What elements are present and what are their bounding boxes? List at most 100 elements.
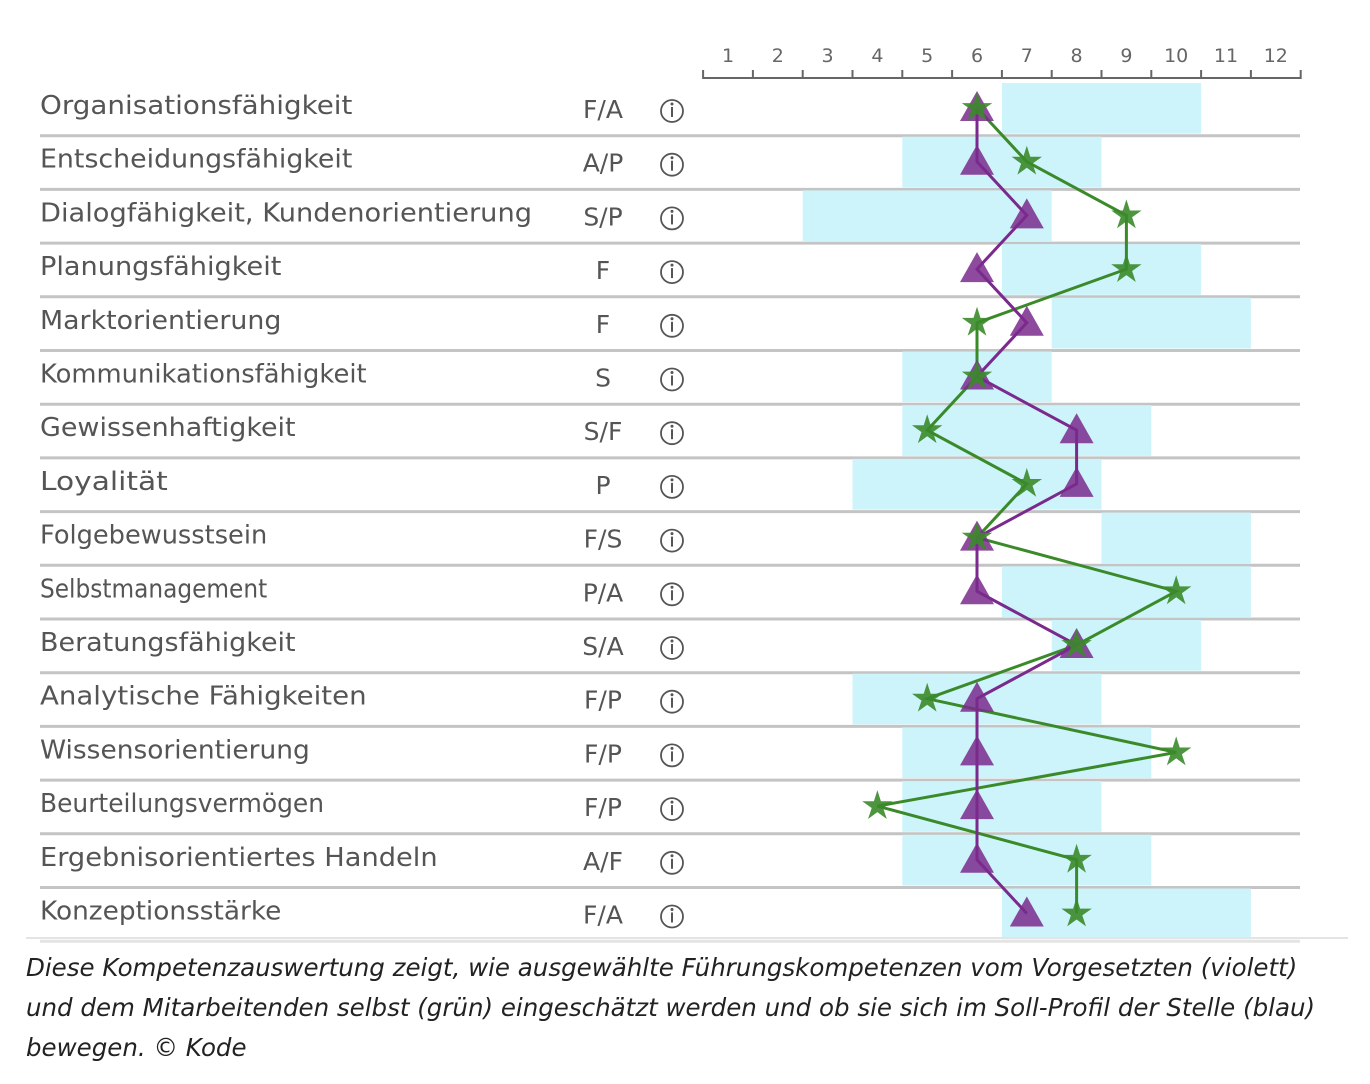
row-code: A/P xyxy=(583,149,624,178)
info-dot xyxy=(670,800,674,804)
self-marker-star xyxy=(862,790,893,819)
supervisor-line xyxy=(974,108,1080,915)
row-code: F xyxy=(596,256,610,285)
info-dot xyxy=(670,639,674,643)
x-tick-label: 6 xyxy=(971,45,983,67)
x-tick-label: 12 xyxy=(1264,45,1288,67)
row-label: Gewissenhaftigkeit xyxy=(40,413,296,443)
row-code: P/A xyxy=(583,578,624,607)
self-marker-star xyxy=(1011,145,1042,175)
supervisor-marker-triangle xyxy=(960,144,994,175)
info-circle-icon[interactable] xyxy=(660,206,684,231)
info-circle xyxy=(660,528,684,553)
self-marker-star xyxy=(1061,629,1092,658)
row-code: A/F xyxy=(583,847,623,876)
row-code: S/F xyxy=(584,417,623,446)
self-marker-star xyxy=(961,306,993,336)
row-label: Wissensorientierung xyxy=(40,735,310,765)
row-label: Marktorientierung xyxy=(40,306,281,336)
row-label: Analytische Fähigkeiten xyxy=(40,682,367,712)
info-dot xyxy=(670,156,674,160)
self-marker-star xyxy=(1061,843,1092,873)
x-tick-label: 3 xyxy=(822,45,834,67)
soll-band xyxy=(1001,566,1251,617)
soll-band xyxy=(902,136,1102,188)
supervisor-marker-triangle xyxy=(960,574,994,605)
soll-band xyxy=(852,458,1102,510)
info-circle-icon[interactable] xyxy=(660,582,684,607)
info-dot xyxy=(670,209,674,213)
row-code: P xyxy=(595,471,610,500)
row-code: F/A xyxy=(583,95,623,124)
row-label: Konzeptionsstärke xyxy=(40,897,281,927)
self-marker-star xyxy=(1111,253,1142,282)
row-label: Ergebnisorientiertes Handeln xyxy=(40,843,438,873)
self-marker-star xyxy=(1161,736,1192,766)
row-label: Planungsfähigkeit xyxy=(40,252,281,282)
row-code: F/P xyxy=(584,793,622,822)
row-code: F/P xyxy=(584,686,622,715)
info-circle xyxy=(660,904,684,929)
info-dot xyxy=(670,371,674,374)
info-circle xyxy=(660,421,684,446)
info-circle xyxy=(660,582,684,607)
info-circle xyxy=(660,313,684,338)
info-circle xyxy=(660,260,684,285)
self-marker-star xyxy=(961,92,993,121)
info-circle-icon[interactable] xyxy=(660,99,684,123)
info-circle-icon[interactable] xyxy=(660,797,684,821)
info-circle-icon[interactable] xyxy=(660,528,684,553)
self-marker-star xyxy=(1161,575,1192,605)
info-circle-icon[interactable] xyxy=(660,260,684,285)
info-circle xyxy=(660,797,684,821)
row-code: F/P xyxy=(584,739,622,768)
caption-divider xyxy=(26,937,1348,939)
soll-band xyxy=(1001,244,1202,295)
info-dot xyxy=(670,693,674,697)
row-label: Beurteilungsvermögen xyxy=(40,789,324,819)
row-label: Dialogfähigkeit, Kundenorientierung xyxy=(40,198,532,228)
x-tick-label: 5 xyxy=(921,45,933,67)
self-marker-star xyxy=(1011,467,1042,497)
x-tick-label: 10 xyxy=(1164,45,1188,67)
info-circle xyxy=(660,152,684,177)
info-circle-icon[interactable] xyxy=(660,367,684,392)
self-marker-star xyxy=(912,414,943,444)
info-dot xyxy=(670,263,674,267)
row-label: Organisationsfähigkeit xyxy=(40,91,352,121)
info-dot xyxy=(670,746,674,750)
info-dot xyxy=(670,908,674,911)
info-circle-icon[interactable] xyxy=(660,850,684,875)
x-tick-label: 1 xyxy=(722,45,734,67)
row-code: S/A xyxy=(582,632,623,661)
self-marker-star xyxy=(1111,199,1142,229)
self-assessment-line xyxy=(877,106,1181,914)
soll-band xyxy=(902,727,1152,779)
supervisor-marker-triangle xyxy=(960,681,994,712)
info-circle-icon[interactable] xyxy=(660,152,684,177)
info-circle-icon[interactable] xyxy=(660,743,684,768)
info-circle-icon[interactable] xyxy=(660,421,684,446)
info-circle xyxy=(660,99,684,123)
info-circle-icon[interactable] xyxy=(660,689,684,714)
info-circle xyxy=(660,474,684,499)
info-circle-icon[interactable] xyxy=(660,904,684,929)
soll-band xyxy=(802,190,1052,242)
row-code: S/P xyxy=(583,202,622,231)
info-circle-icon[interactable] xyxy=(660,636,684,660)
info-circle xyxy=(660,689,684,714)
info-circle xyxy=(660,743,684,768)
supervisor-marker-triangle xyxy=(1009,305,1044,336)
info-dot xyxy=(670,854,674,858)
soll-band xyxy=(902,781,1102,832)
info-dot xyxy=(670,317,674,321)
info-circle-icon[interactable] xyxy=(660,313,684,338)
self-marker-star xyxy=(961,360,993,390)
x-tick-label: 11 xyxy=(1214,45,1238,67)
info-dot xyxy=(670,424,674,428)
info-circle xyxy=(660,850,684,875)
supervisor-marker-triangle xyxy=(1059,466,1094,497)
info-circle-icon[interactable] xyxy=(660,474,684,499)
self-marker-star xyxy=(961,521,993,551)
